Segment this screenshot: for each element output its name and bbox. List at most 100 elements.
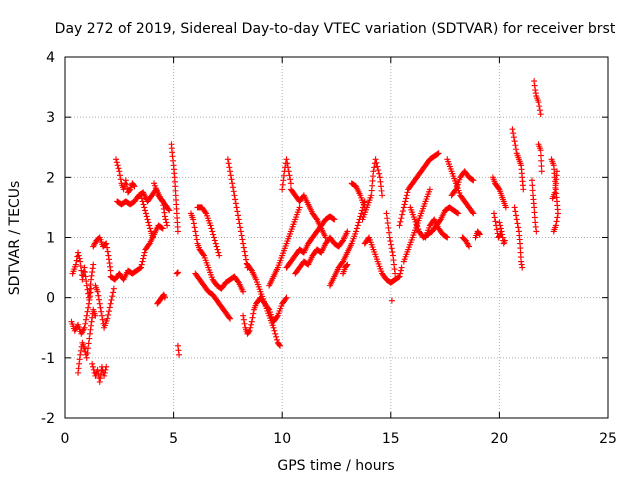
- data-point: [104, 248, 111, 255]
- data-point: [339, 259, 346, 266]
- data-point: [210, 231, 217, 238]
- data-point: [213, 243, 220, 250]
- data-point: [140, 255, 147, 262]
- data-point: [212, 240, 219, 247]
- data-point: [388, 297, 395, 304]
- data-point: [149, 234, 156, 241]
- data-point: [331, 216, 338, 223]
- x-axis-label: GPS time / hours: [277, 458, 394, 474]
- data-point: [400, 204, 407, 211]
- data-point: [537, 152, 544, 159]
- data-point: [211, 237, 218, 244]
- data-point: [81, 324, 88, 331]
- data-point: [85, 345, 92, 352]
- data-point: [193, 232, 200, 239]
- data-point: [109, 293, 116, 300]
- data-point: [207, 222, 214, 229]
- data-point: [107, 300, 114, 307]
- data-point: [510, 130, 517, 137]
- data-point: [224, 156, 231, 163]
- data-point: [191, 224, 198, 231]
- data-point: [359, 207, 366, 214]
- data-point: [102, 366, 109, 373]
- data-point: [476, 231, 483, 238]
- data-point: [89, 363, 96, 370]
- data-point: [388, 241, 395, 248]
- data-point: [455, 210, 462, 217]
- data-point: [470, 210, 477, 217]
- chart-title: Day 272 of 2019, Sidereal Day-to-day VTE…: [55, 21, 616, 37]
- data-point: [158, 197, 165, 204]
- data-point: [373, 159, 380, 166]
- x-tick-label: 5: [169, 431, 178, 447]
- data-point: [343, 262, 350, 269]
- data-point: [95, 292, 102, 299]
- data-point: [104, 315, 111, 322]
- data-point: [454, 209, 461, 216]
- data-point: [497, 222, 504, 229]
- data-point: [86, 335, 93, 342]
- data-point: [277, 342, 284, 349]
- data-point: [77, 347, 84, 354]
- data-point: [265, 305, 272, 312]
- data-point: [122, 180, 129, 187]
- data-point: [452, 187, 459, 194]
- data-point: [555, 210, 562, 217]
- data-point: [493, 226, 500, 233]
- data-point: [85, 304, 92, 311]
- data-point: [142, 207, 149, 214]
- y-tick-label: 1: [46, 231, 55, 247]
- data-point: [385, 224, 392, 231]
- data-point: [88, 285, 95, 292]
- data-point: [237, 228, 244, 235]
- data-point: [240, 288, 247, 295]
- data-point: [272, 330, 279, 337]
- data-point: [535, 99, 542, 106]
- data-point: [273, 313, 280, 320]
- data-point: [123, 181, 130, 188]
- data-point: [230, 188, 237, 195]
- data-point: [553, 218, 560, 225]
- data-point: [142, 210, 149, 217]
- data-point: [96, 300, 103, 307]
- data-point: [237, 224, 244, 231]
- data-point: [232, 200, 239, 207]
- data-point: [117, 176, 124, 183]
- data-point: [232, 196, 239, 203]
- data-point: [202, 209, 209, 216]
- data-point: [283, 156, 290, 163]
- x-tick-label: 0: [61, 431, 70, 447]
- data-point: [285, 168, 292, 175]
- data-point: [174, 269, 181, 276]
- data-point: [513, 146, 520, 153]
- data-point: [436, 217, 443, 224]
- data-point: [248, 321, 255, 328]
- data-point: [89, 360, 96, 367]
- data-point: [103, 240, 110, 247]
- data-point: [117, 172, 124, 179]
- data-point: [537, 147, 544, 154]
- data-point: [146, 222, 153, 229]
- data-point: [246, 327, 253, 334]
- data-point: [271, 327, 278, 334]
- data-point: [538, 157, 545, 164]
- data-point: [115, 165, 122, 172]
- data-point: [210, 234, 217, 241]
- data-point: [233, 204, 240, 211]
- data-point: [77, 351, 84, 358]
- grid-lines: [65, 57, 608, 418]
- data-point: [358, 210, 365, 217]
- data-point: [511, 204, 518, 211]
- data-point: [107, 267, 114, 274]
- data-point: [103, 244, 110, 251]
- data-point: [110, 285, 117, 292]
- data-point: [344, 261, 351, 268]
- data-point: [101, 372, 108, 379]
- data-point: [144, 216, 151, 223]
- data-point: [234, 208, 241, 215]
- data-point: [469, 176, 476, 183]
- data-point: [225, 160, 232, 167]
- data-point: [396, 273, 403, 280]
- data-point: [276, 341, 283, 348]
- data-point: [247, 266, 254, 273]
